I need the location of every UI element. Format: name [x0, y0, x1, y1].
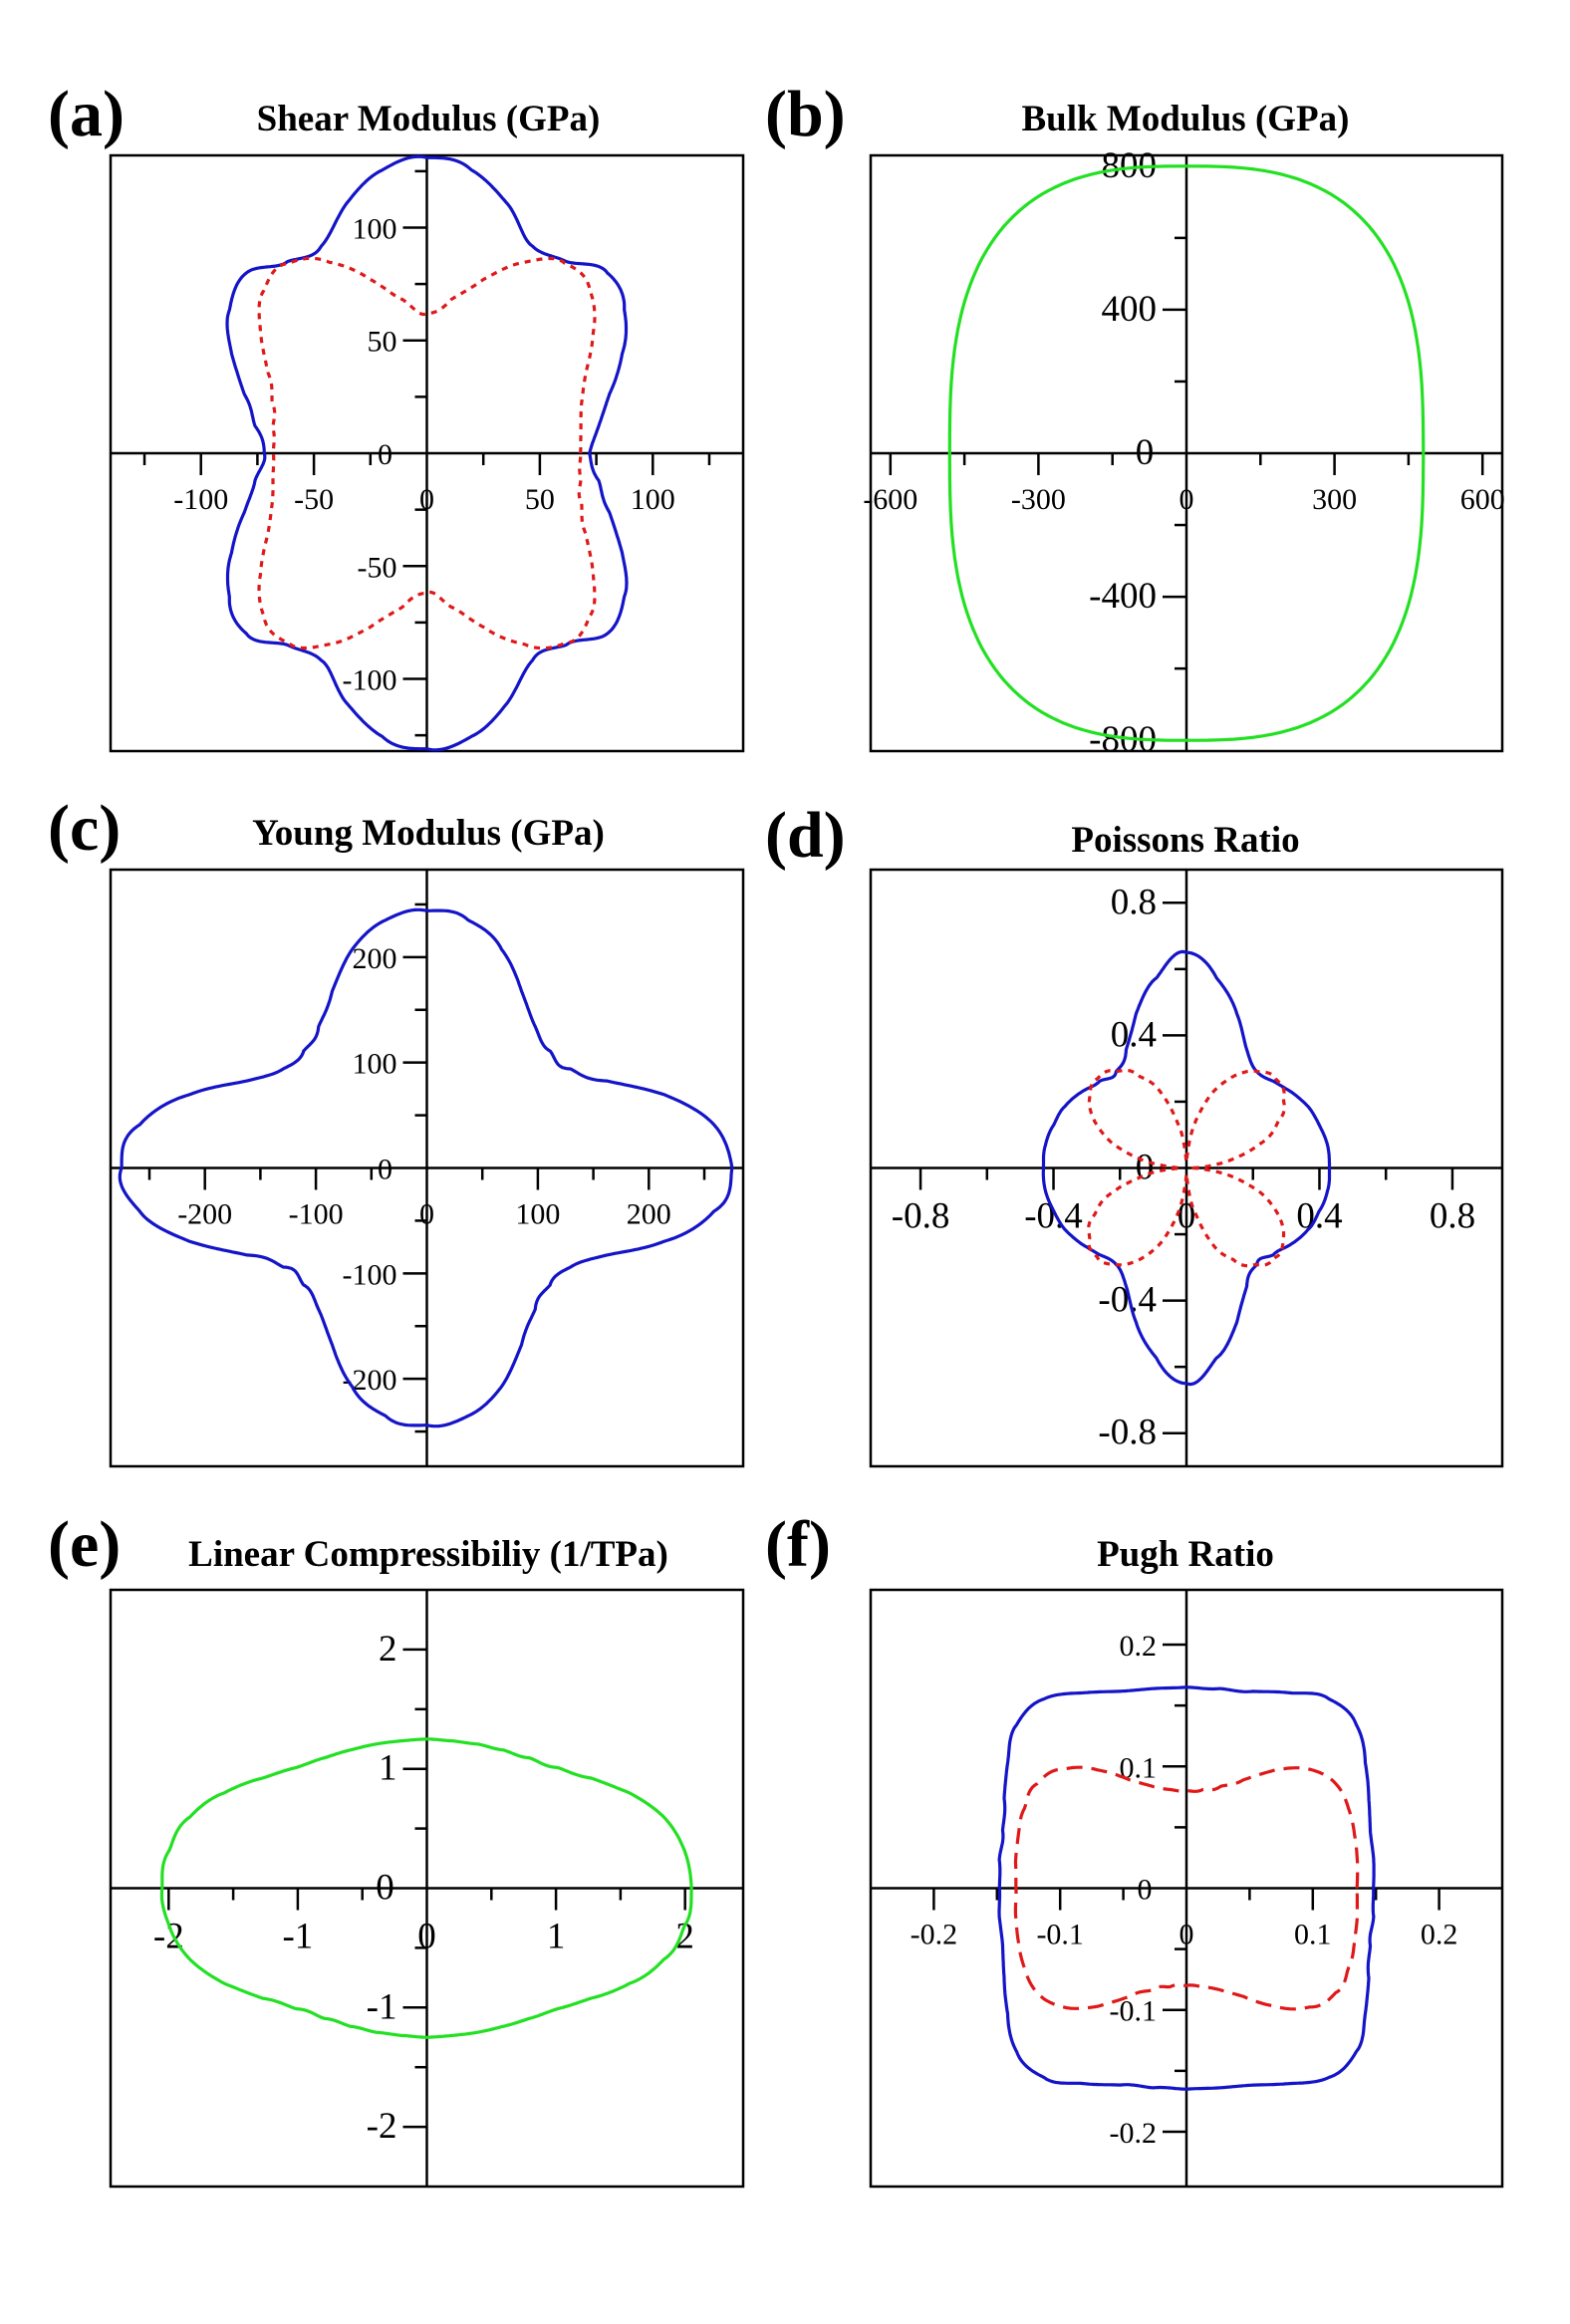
y-tick-label: 0 [1136, 1148, 1155, 1188]
x-tick-label: 600 [1460, 483, 1505, 516]
y-tick-label: 2 [379, 1629, 397, 1670]
panel-letter: (a) [48, 78, 125, 150]
x-tick-label: 200 [627, 1198, 671, 1231]
series-line-solid [947, 164, 1426, 742]
x-tick-label: 0.8 [1430, 1196, 1475, 1237]
y-tick-label: 0 [378, 438, 392, 471]
x-tick-label: 0 [419, 1198, 434, 1231]
x-tick-label: -0.8 [892, 1196, 950, 1237]
y-tick-label: -100 [343, 1258, 397, 1291]
y-tick-label: 0 [376, 1868, 394, 1909]
panel-title: Poissons Ratio [1071, 820, 1299, 861]
x-tick-label: -100 [289, 1198, 344, 1231]
panel-letter: (e) [48, 1508, 121, 1581]
panel-letter: (f) [765, 1508, 831, 1581]
panel-letter: (c) [48, 792, 121, 865]
series-line-solid [159, 1737, 693, 2039]
y-tick-label: 200 [353, 942, 397, 975]
x-tick-label: 300 [1312, 483, 1357, 516]
x-tick-label: 0.4 [1296, 1196, 1342, 1237]
x-tick-label: -50 [294, 483, 334, 516]
panel-title: Pugh Ratio [1097, 1534, 1274, 1575]
x-tick-label: 1 [547, 1917, 566, 1957]
panel-title: Young Modulus (GPa) [252, 813, 605, 854]
panel-title: Linear Compressibiliy (1/TPa) [188, 1534, 668, 1575]
panel-letter: (b) [765, 78, 846, 150]
x-tick-label: -0.1 [1036, 1919, 1084, 1951]
y-tick-label: -0.2 [1110, 2117, 1158, 2150]
y-tick-label: 400 [1102, 289, 1158, 330]
x-tick-label: 100 [631, 483, 675, 516]
x-tick-label: -100 [173, 483, 228, 516]
series-line-solid [1041, 949, 1332, 1387]
x-tick-label: -1 [282, 1917, 313, 1957]
y-tick-label: -0.8 [1098, 1413, 1157, 1453]
y-tick-label: 0.2 [1120, 1630, 1158, 1663]
series-line-solid [997, 1685, 1376, 2091]
chart-panel: -100 -50 0 50 100 -100 -50 0 50 100 Shear Modulus … [48, 78, 745, 753]
panel-title: Shear Modulus (GPa) [257, 99, 601, 139]
x-tick-label: 0.1 [1294, 1919, 1332, 1951]
y-tick-label: -2 [367, 2106, 397, 2147]
x-tick-label: 2 [675, 1917, 694, 1957]
series-line-solid [225, 154, 629, 752]
series-line-dotted [257, 256, 597, 650]
y-tick-label: 0 [1138, 1874, 1153, 1907]
y-tick-label: -200 [343, 1364, 397, 1397]
y-tick-label: 1 [379, 1748, 397, 1789]
x-tick-label: 50 [525, 483, 555, 516]
x-tick-label: 0 [1178, 1196, 1196, 1237]
y-tick-label: -50 [358, 551, 397, 584]
y-tick-label: 0 [1136, 432, 1155, 473]
series-line-solid [118, 907, 734, 1428]
y-tick-label: 100 [353, 1048, 397, 1081]
y-tick-label: 100 [353, 212, 397, 245]
x-tick-label: -200 [177, 1198, 232, 1231]
x-tick-label: -300 [1011, 483, 1066, 516]
x-tick-label: 0 [417, 1917, 436, 1957]
chart-panel: -200 -100 0 100 200 -200 -100 0 100 200 Young Modu… [48, 792, 745, 1468]
x-tick-label: 0.2 [1421, 1919, 1458, 1951]
y-tick-label: 0.8 [1111, 882, 1157, 922]
panel-letter: (d) [765, 799, 846, 872]
y-tick-label: -1 [367, 1986, 397, 2027]
x-tick-label: 0 [419, 483, 434, 516]
panel-title: Bulk Modulus (GPa) [1022, 99, 1350, 139]
x-tick-label: 0 [1179, 483, 1194, 516]
series-line-dashed [1013, 1765, 1360, 2011]
y-tick-label: 0 [378, 1154, 392, 1186]
x-tick-label: 0 [1179, 1919, 1194, 1951]
series-line-dotted [1087, 1068, 1286, 1268]
y-tick-label: 50 [368, 326, 397, 359]
y-tick-label: -400 [1089, 576, 1157, 617]
y-tick-label: -100 [343, 664, 397, 697]
x-tick-label: -600 [863, 483, 917, 516]
x-tick-label: -0.2 [911, 1919, 958, 1951]
x-tick-label: -0.4 [1024, 1196, 1083, 1237]
x-tick-label: 100 [515, 1198, 560, 1231]
